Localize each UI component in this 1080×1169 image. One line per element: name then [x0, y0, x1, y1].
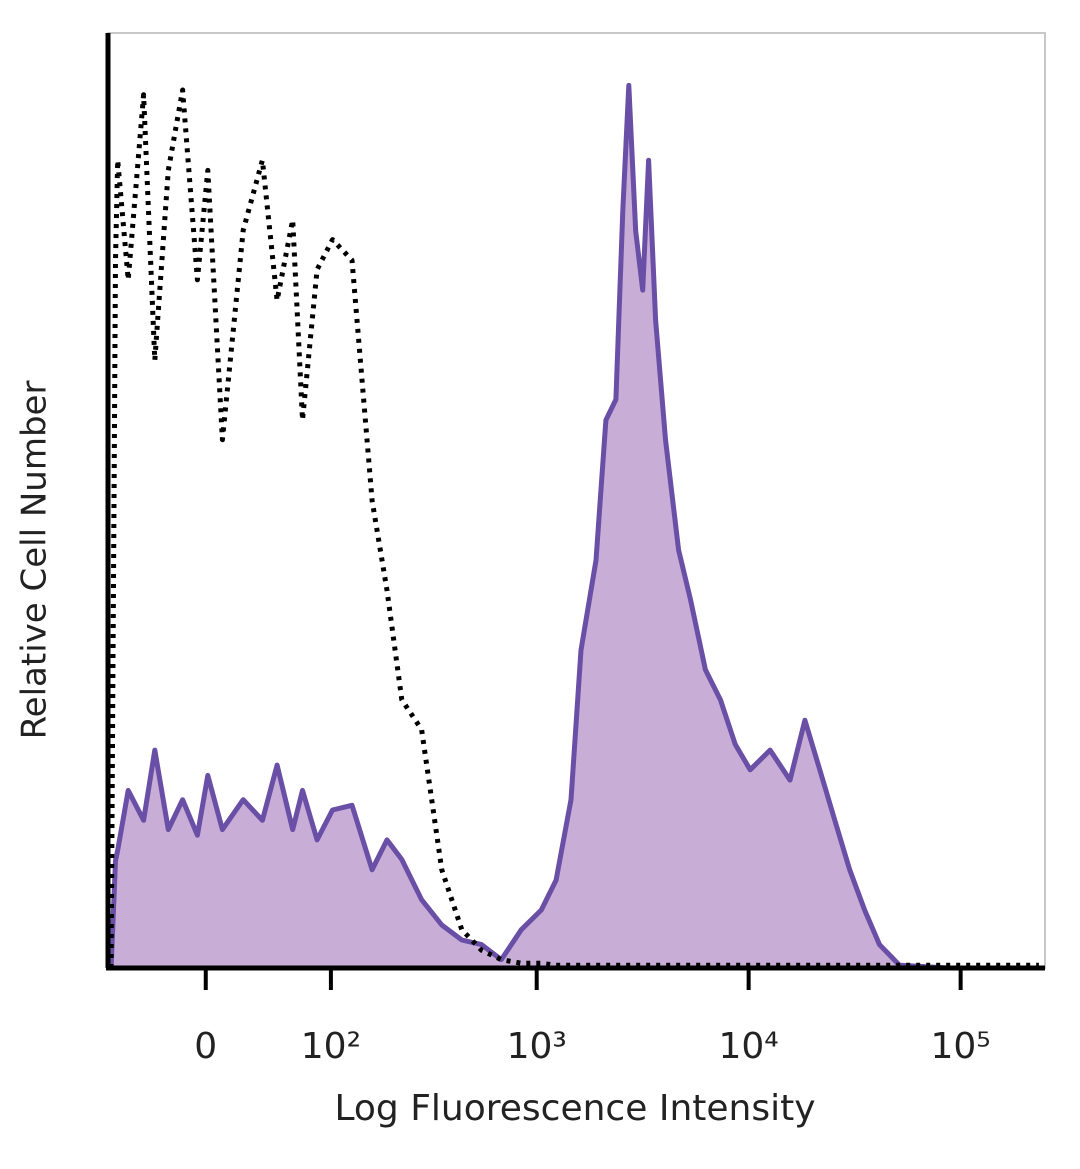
control-histogram — [108, 87, 1039, 969]
plot-area — [108, 82, 1039, 971]
x-tick-label: 10² — [301, 1026, 361, 1067]
x-tick-label: 10⁵ — [931, 1026, 991, 1067]
x-axis-label: Log Fluorescence Intensity — [334, 1088, 815, 1129]
y-axis-label: Relative Cell Number — [15, 381, 55, 740]
x-tick-label: 10⁴ — [719, 1026, 779, 1067]
x-tick-label: 0 — [194, 1026, 217, 1067]
stained-histogram — [108, 82, 1039, 971]
x-tick-label: 10³ — [507, 1026, 567, 1067]
